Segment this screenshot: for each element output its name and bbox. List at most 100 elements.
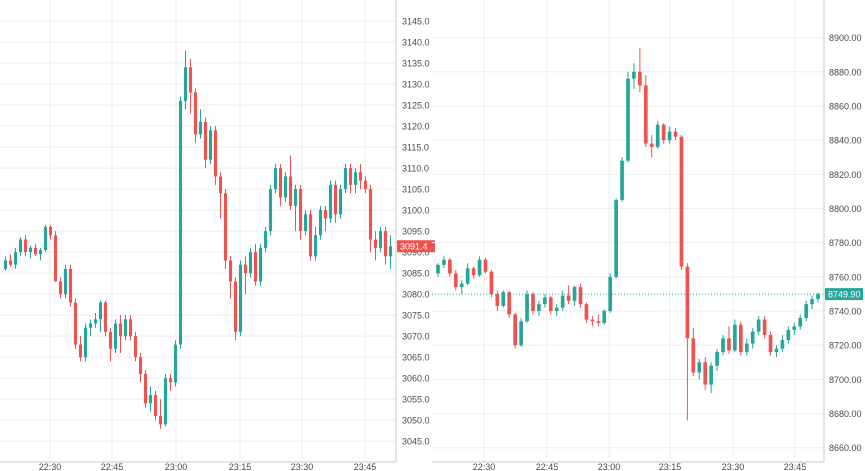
candle-body (738, 324, 743, 353)
candle-body (626, 78, 630, 161)
candle (183, 50, 188, 110)
candle-body (383, 231, 388, 257)
candle (560, 290, 565, 312)
candle (774, 345, 779, 358)
candle-body (343, 168, 348, 190)
candle (465, 263, 470, 286)
candle (436, 263, 440, 277)
y-tick-label: 8800.00 (829, 204, 862, 214)
y-tick-label: 8700.00 (829, 375, 862, 385)
candle-body (786, 329, 791, 341)
candle-body (238, 264, 243, 332)
candle-body (98, 302, 103, 320)
candle-body (193, 92, 198, 135)
candle (33, 243, 38, 257)
candle (323, 205, 328, 232)
candle-body (733, 324, 737, 351)
candle (537, 300, 541, 317)
candle (93, 313, 98, 328)
x-tick-label: 23:45 (784, 462, 807, 471)
candle (293, 184, 298, 232)
y-tick-label: 8900.00 (829, 33, 862, 43)
candle-body (138, 357, 143, 374)
candle-body (48, 226, 53, 236)
candle (442, 256, 446, 269)
candle (83, 323, 88, 362)
y-tick-label: 3130.0 (402, 80, 430, 90)
candle-body (810, 299, 814, 305)
candle (798, 314, 803, 330)
candle (233, 277, 238, 341)
candle (596, 314, 601, 327)
candle (128, 315, 133, 341)
y-tick-label: 3055.0 (402, 395, 430, 405)
candle (649, 135, 654, 158)
candle (383, 226, 388, 265)
candle (525, 290, 529, 323)
candle (238, 260, 243, 337)
candle-body (218, 176, 223, 194)
candle (68, 264, 73, 307)
candle-body (253, 252, 258, 282)
left-price-pane[interactable]: 3045.0 3050.0 3055.0 3060.0 3065.0 3070.0 3075… (0, 0, 435, 471)
candle (138, 352, 143, 383)
candle-body (113, 323, 118, 349)
candle (303, 210, 308, 236)
candle-body (756, 319, 761, 332)
candle (288, 155, 293, 211)
candle-body (258, 247, 263, 282)
candle-body (83, 327, 88, 358)
candle (178, 96, 183, 349)
candle (721, 334, 725, 356)
candle (263, 226, 268, 253)
candle-body (123, 319, 128, 337)
candle (448, 258, 452, 277)
candle (108, 327, 113, 362)
candle (750, 328, 755, 349)
candle (328, 180, 333, 223)
candle-body (744, 343, 749, 353)
candle-body (388, 246, 393, 257)
candle-body (228, 260, 233, 282)
candle-body (118, 323, 123, 337)
candle-body (298, 189, 303, 232)
candle (358, 163, 363, 190)
candle-body (501, 292, 506, 306)
candle-body (158, 415, 163, 425)
candle (471, 266, 476, 279)
candle (697, 358, 702, 380)
candle-body (288, 176, 293, 206)
candle (363, 176, 368, 194)
candle-body (313, 235, 318, 257)
x-tick-label: 22:45 (536, 462, 559, 471)
candle-body (465, 268, 470, 284)
candle-body (328, 184, 333, 219)
candle-body (768, 334, 773, 353)
y-tick-label: 3060.0 (402, 374, 430, 384)
candle (333, 180, 338, 223)
candle (566, 285, 571, 305)
candle-body (358, 172, 363, 181)
candle (709, 362, 713, 394)
candle-body (333, 184, 338, 215)
candle-body (43, 226, 48, 251)
candle-body (178, 100, 183, 345)
x-tick-label: 22:30 (39, 462, 62, 471)
candle (792, 322, 797, 335)
candle-body (303, 214, 308, 232)
y-tick-label: 3120.0 (402, 122, 430, 132)
candle-body (436, 264, 440, 274)
candle-body (73, 302, 78, 345)
candle-body (816, 294, 820, 300)
candle (715, 348, 719, 371)
candle (756, 316, 761, 335)
candle-body (68, 268, 73, 303)
right-price-pane[interactable]: 8660.00 8680.00 8700.00 8720.00 8740.00 8760.… (432, 0, 863, 471)
candle-body (792, 326, 797, 330)
y-tick-label: 3070.0 (402, 332, 430, 342)
y-tick-label: 3095.0 (402, 227, 430, 237)
y-tick-label: 8880.00 (829, 67, 862, 77)
x-tick-label: 23:15 (229, 462, 252, 471)
candle (253, 243, 258, 286)
candle (543, 293, 547, 308)
